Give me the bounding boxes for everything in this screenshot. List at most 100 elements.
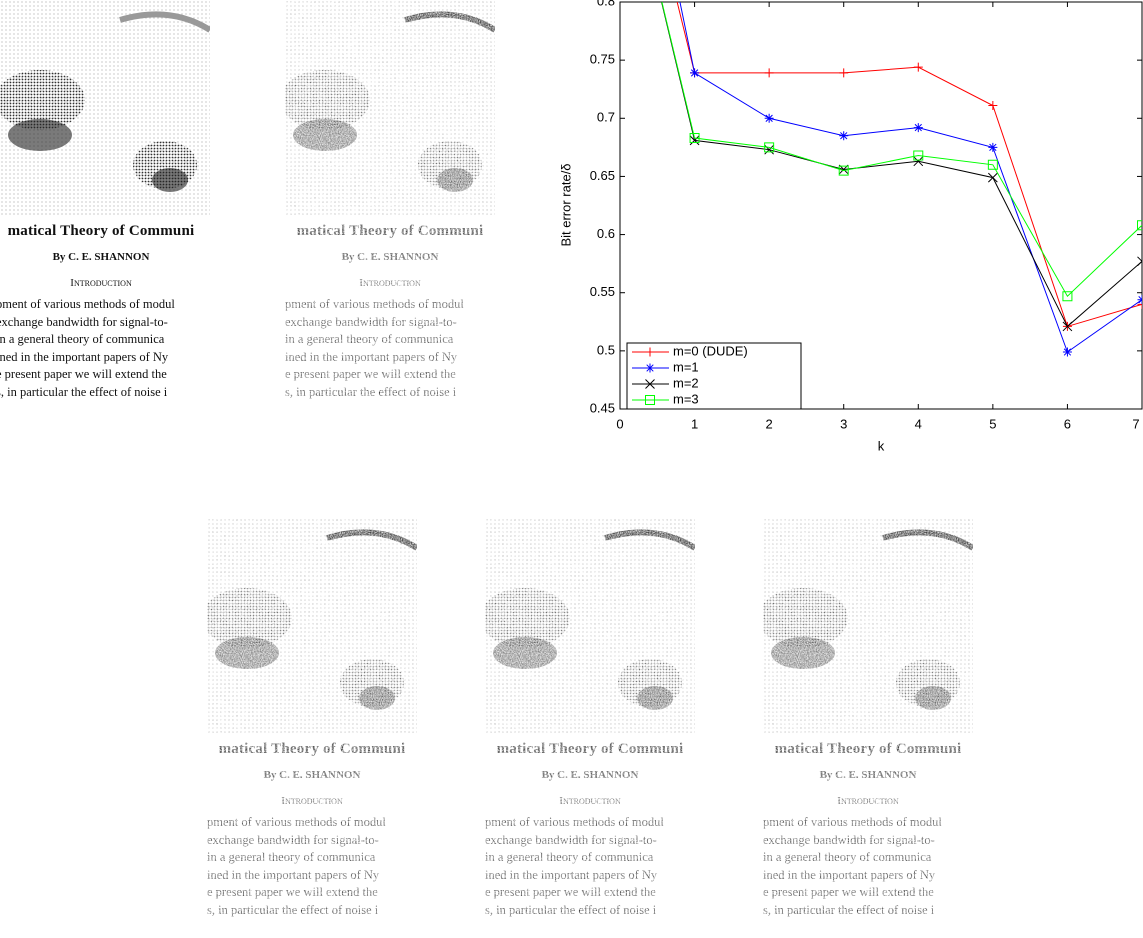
doc-heading: Introduction (70, 277, 132, 289)
legend-box (626, 342, 802, 410)
face-image (485, 518, 695, 733)
doc-line: e present paper we will extend the (485, 885, 656, 900)
doc-title: matical Theory of Communi (496, 741, 684, 757)
marker (689, 133, 700, 144)
legend-label: m=0 (DUDE) (673, 343, 748, 358)
y-tick-label: 0.6 (597, 226, 615, 241)
doc-byline: By C. E. SHANNON (819, 769, 917, 781)
image-panel: matical Theory of Communi By C. E. SHANNO… (207, 518, 417, 918)
doc-line: ined in the important papers of Ny (0, 349, 169, 364)
marker (645, 363, 655, 373)
doc-line: pment of various methods of modul (207, 815, 386, 829)
marker (913, 150, 924, 161)
doc-heading: Introduction (837, 795, 899, 807)
doc-line: e present paper we will extend the (207, 885, 378, 900)
series-line (661, 2, 1142, 328)
doc-line: in a general theory of communica (763, 850, 932, 865)
marker (988, 142, 998, 152)
doc-line: in a general theory of communica (207, 850, 376, 865)
face-image (207, 518, 417, 733)
marker (988, 172, 998, 183)
document-text: matical Theory of Communi By C. E. SHANNO… (763, 736, 973, 918)
doc-line: pment of various methods of modul (485, 815, 664, 829)
y-tick-label: 0.65 (590, 168, 615, 183)
doc-line: e present paper we will extend the (285, 367, 456, 382)
legend-label: m=1 (673, 359, 699, 374)
marker (988, 100, 998, 110)
document-text: matical Theory of Communi By C. E. SHANNO… (485, 736, 695, 918)
doc-line: pment of various methods of modul (285, 297, 464, 311)
doc-byline: By C. E. SHANNON (52, 251, 150, 263)
doc-line: exchange bandwidth for signal-to- (485, 832, 657, 847)
doc-heading: Introduction (281, 795, 343, 807)
doc-line: in a general theory of communica (285, 332, 454, 347)
doc-line: s, in particular the effect of noise i (0, 384, 168, 399)
series-line (661, 2, 1142, 298)
doc-byline: By C. E. SHANNON (341, 251, 439, 263)
y-tick-label: 0.7 (597, 110, 615, 125)
doc-byline: By C. E. SHANNON (541, 769, 639, 781)
doc-line: s, in particular the effect of noise i (285, 384, 457, 399)
marker (913, 156, 924, 167)
marker (645, 395, 655, 405)
doc-line: e present paper we will extend the (763, 885, 934, 900)
image-panel: matical Theory of Communi By C. E. SHANNO… (763, 518, 973, 918)
marker (913, 123, 923, 133)
doc-title: matical Theory of Communi (296, 223, 484, 239)
x-tick-label: 1 (691, 416, 698, 431)
marker (645, 347, 655, 357)
marker (839, 68, 849, 78)
y-axis-label: Bit error rate/δ (558, 163, 573, 246)
doc-line: exchange bandwidth for signal-to- (207, 832, 379, 847)
marker (645, 379, 655, 389)
doc-line: ined in the important papers of Ny (763, 867, 936, 882)
x-axis-label: k (878, 438, 885, 453)
doc-byline: By C. E. SHANNON (263, 769, 361, 781)
marker (1137, 256, 1142, 267)
marker (913, 62, 923, 72)
marker (1062, 347, 1072, 357)
marker (1062, 291, 1073, 302)
doc-line: ined in the important papers of Ny (207, 867, 380, 882)
face-image (763, 518, 973, 733)
face-image (0, 0, 210, 215)
marker (764, 68, 774, 78)
doc-line: s, in particular the effect of noise i (763, 902, 935, 917)
marker (839, 131, 849, 141)
doc-line: e present paper we will extend the (0, 367, 167, 382)
doc-title: matical Theory of Communi (218, 741, 406, 757)
doc-title: matical Theory of Communi (774, 741, 962, 757)
doc-line: in a general theory of communica (0, 332, 165, 347)
y-tick-label: 0.55 (590, 284, 615, 299)
doc-line: exchange bandwidth for signal-to- (763, 832, 935, 847)
document-text: matical Theory of Communi By C. E. SHANNO… (0, 218, 206, 400)
document-text: matical Theory of Communi By C. E. SHANNO… (207, 736, 417, 918)
x-tick-label: 0 (616, 416, 623, 431)
legend-label: m=3 (673, 391, 699, 406)
marker (838, 165, 849, 176)
series-line (679, 2, 1142, 353)
y-tick-label: 0.8 (597, 0, 615, 8)
legend-label: m=2 (673, 375, 699, 390)
doc-title: matical Theory of Communi (7, 223, 195, 239)
marker (764, 113, 774, 123)
y-tick-label: 0.45 (590, 400, 615, 415)
chart: 0.45 0.5 0.55 0.6 0.65 0.7 0.75 0.8 0 1 2 3 4 5 6 7 k Bit… (558, 0, 1143, 453)
doc-line: exchange bandwidth for signal-to- (0, 314, 168, 329)
series-line (676, 2, 1142, 328)
marker (690, 68, 700, 78)
document-text: matical Theory of Communi By C. E. SHANNO… (285, 218, 495, 400)
x-tick-label: 6 (1064, 416, 1071, 431)
doc-line: s, in particular the effect of noise i (207, 902, 379, 917)
x-tick-label: 3 (840, 416, 847, 431)
image-panel: matical Theory of Communi By C. E. SHANNO… (285, 0, 495, 400)
face-image (285, 0, 495, 215)
marker (689, 135, 700, 146)
doc-line: pment of various methods of modul (0, 297, 175, 311)
doc-heading: Introduction (359, 277, 421, 289)
doc-line: in a general theory of communica (485, 850, 654, 865)
image-panel: matical Theory of Communi By C. E. SHANNO… (485, 518, 695, 918)
image-panel: matical Theory of Communi By C. E. SHANNO… (0, 0, 210, 400)
marker (1137, 220, 1142, 231)
